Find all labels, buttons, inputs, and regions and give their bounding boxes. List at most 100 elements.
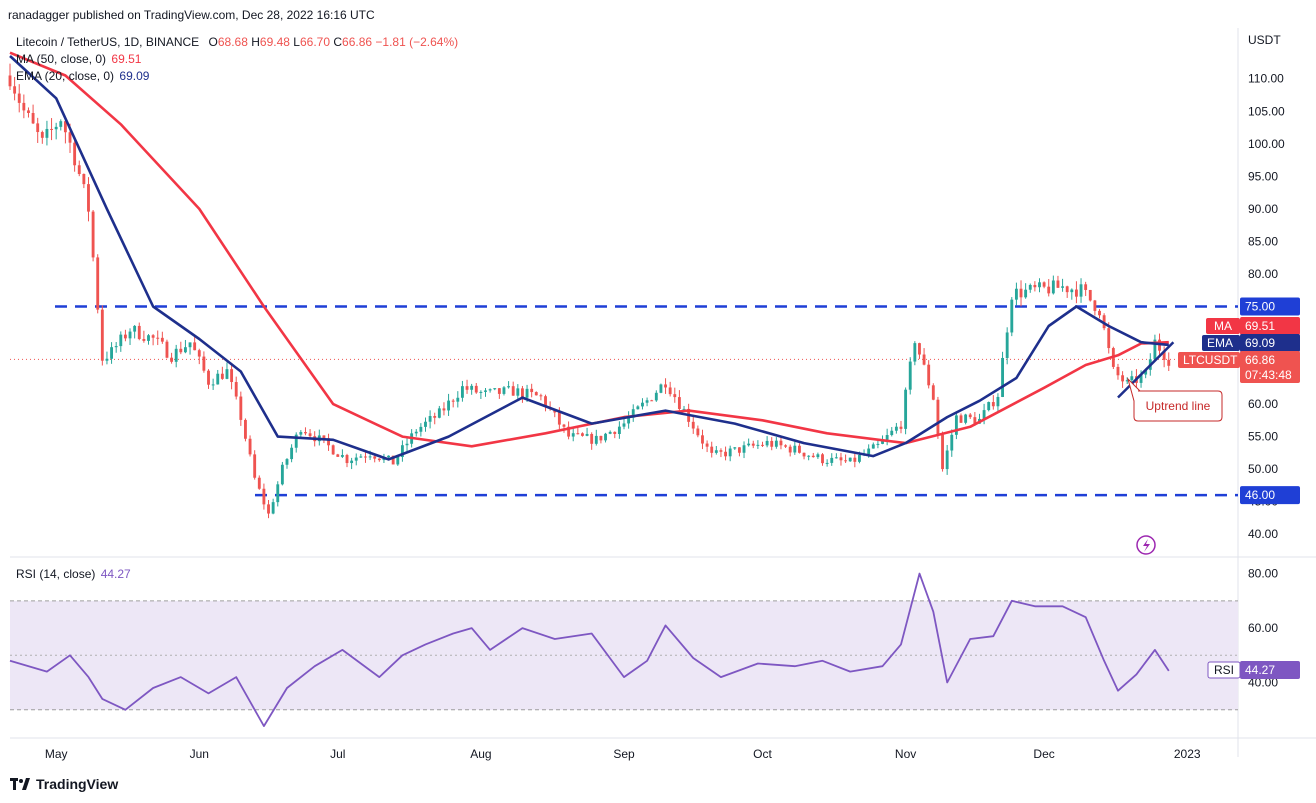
candle-up bbox=[479, 392, 482, 393]
price-tick: 105.00 bbox=[1248, 104, 1285, 118]
candle-up bbox=[299, 432, 302, 435]
candle-down bbox=[1033, 285, 1036, 287]
candle-up bbox=[447, 401, 450, 411]
candle-up bbox=[1061, 286, 1064, 288]
candle-down bbox=[535, 392, 538, 395]
ma-tag: MA bbox=[1214, 319, 1232, 333]
candle-down bbox=[761, 445, 764, 446]
ohlc-high: 69.48 bbox=[260, 35, 290, 49]
candle-up bbox=[1001, 358, 1004, 397]
candle-up bbox=[830, 458, 833, 463]
rsi-legend[interactable]: RSI (14, close) 44.27 bbox=[16, 567, 131, 581]
candle-down bbox=[22, 103, 25, 110]
candle-down bbox=[918, 343, 921, 354]
candle-down bbox=[558, 412, 561, 424]
candle-up bbox=[129, 332, 132, 339]
candle-down bbox=[724, 452, 727, 457]
candle-down bbox=[853, 458, 856, 462]
candle-down bbox=[1117, 367, 1120, 375]
candle-down bbox=[512, 386, 515, 396]
candle-up bbox=[526, 389, 529, 398]
candle-up bbox=[516, 388, 519, 395]
candle-up bbox=[715, 450, 718, 453]
candle-up bbox=[946, 451, 949, 470]
ohlc-close-label: C bbox=[333, 35, 342, 49]
candle-down bbox=[900, 427, 903, 429]
candle-down bbox=[923, 355, 926, 365]
ema-20-line bbox=[10, 56, 1169, 459]
candle-down bbox=[161, 338, 164, 342]
candle-up bbox=[415, 432, 418, 434]
ema-legend-label: EMA (20, close, 0) bbox=[16, 69, 114, 83]
candle-down bbox=[41, 132, 44, 138]
lightning-icon-glyph bbox=[1143, 539, 1150, 552]
candle-up bbox=[507, 386, 510, 387]
candle-up bbox=[987, 402, 990, 410]
price-tick: 50.00 bbox=[1248, 462, 1278, 476]
tradingview-logo[interactable]: TradingView bbox=[10, 776, 118, 792]
candle-down bbox=[1093, 300, 1096, 310]
candle-up bbox=[419, 427, 422, 432]
ma-badge: 69.51 bbox=[1245, 319, 1275, 333]
rsi-tick: 60.00 bbox=[1248, 621, 1278, 635]
ema-legend[interactable]: EMA (20, close, 0) 69.09 bbox=[16, 69, 149, 83]
candle-down bbox=[373, 456, 376, 458]
symbol-legend[interactable]: Litecoin / TetherUS, 1D, BINANCE O68.68 … bbox=[16, 35, 458, 49]
candle-down bbox=[466, 386, 469, 390]
candle-up bbox=[876, 444, 879, 445]
candle-up bbox=[1070, 290, 1073, 293]
rsi-legend-label: RSI (14, close) bbox=[16, 567, 95, 581]
candle-down bbox=[844, 460, 847, 461]
time-tick: Dec bbox=[1033, 747, 1054, 761]
candle-up bbox=[641, 403, 644, 407]
candle-down bbox=[235, 382, 238, 397]
candle-down bbox=[1167, 360, 1170, 366]
candle-down bbox=[69, 132, 72, 142]
candle-down bbox=[230, 369, 233, 382]
candle-up bbox=[115, 346, 118, 347]
candle-down bbox=[969, 415, 972, 418]
candle-up bbox=[55, 127, 58, 129]
candle-down bbox=[142, 339, 145, 341]
candle-up bbox=[964, 415, 967, 423]
symbol-tag: LTCUSDT bbox=[1183, 353, 1238, 367]
candle-up bbox=[572, 433, 575, 436]
candle-down bbox=[207, 371, 210, 385]
candle-down bbox=[770, 441, 773, 447]
candle-up bbox=[595, 436, 598, 444]
candle-up bbox=[807, 456, 810, 457]
candle-down bbox=[452, 401, 455, 402]
candle-up bbox=[766, 441, 769, 445]
candle-down bbox=[563, 425, 566, 427]
candle-up bbox=[212, 384, 215, 385]
candle-up bbox=[646, 400, 649, 402]
candle-down bbox=[613, 432, 616, 434]
candle-down bbox=[840, 457, 843, 460]
candle-up bbox=[290, 448, 293, 459]
candle-up bbox=[106, 359, 109, 361]
candle-down bbox=[170, 358, 173, 362]
candle-down bbox=[738, 447, 741, 452]
candle-up bbox=[1052, 280, 1055, 293]
ma-legend-value: 69.51 bbox=[111, 52, 141, 66]
candle-down bbox=[433, 416, 436, 418]
candle-up bbox=[281, 465, 284, 485]
candle-up bbox=[1010, 300, 1013, 333]
price-tick: 55.00 bbox=[1248, 430, 1278, 444]
candle-down bbox=[710, 447, 713, 453]
price-tick: 40.00 bbox=[1248, 527, 1278, 541]
ma-legend[interactable]: MA (50, close, 0) 69.51 bbox=[16, 52, 141, 66]
ohlc-open: 68.68 bbox=[218, 35, 248, 49]
candle-up bbox=[895, 427, 898, 431]
ma-legend-label: MA (50, close, 0) bbox=[16, 52, 106, 66]
candle-up bbox=[276, 484, 279, 502]
candle-down bbox=[239, 397, 242, 420]
price-tick: 110.00 bbox=[1248, 72, 1284, 86]
candle-up bbox=[886, 435, 889, 440]
candle-down bbox=[696, 429, 699, 436]
candle-down bbox=[798, 446, 801, 453]
candle-down bbox=[650, 400, 653, 401]
time-tick: Sep bbox=[613, 747, 635, 761]
candle-down bbox=[244, 420, 247, 439]
